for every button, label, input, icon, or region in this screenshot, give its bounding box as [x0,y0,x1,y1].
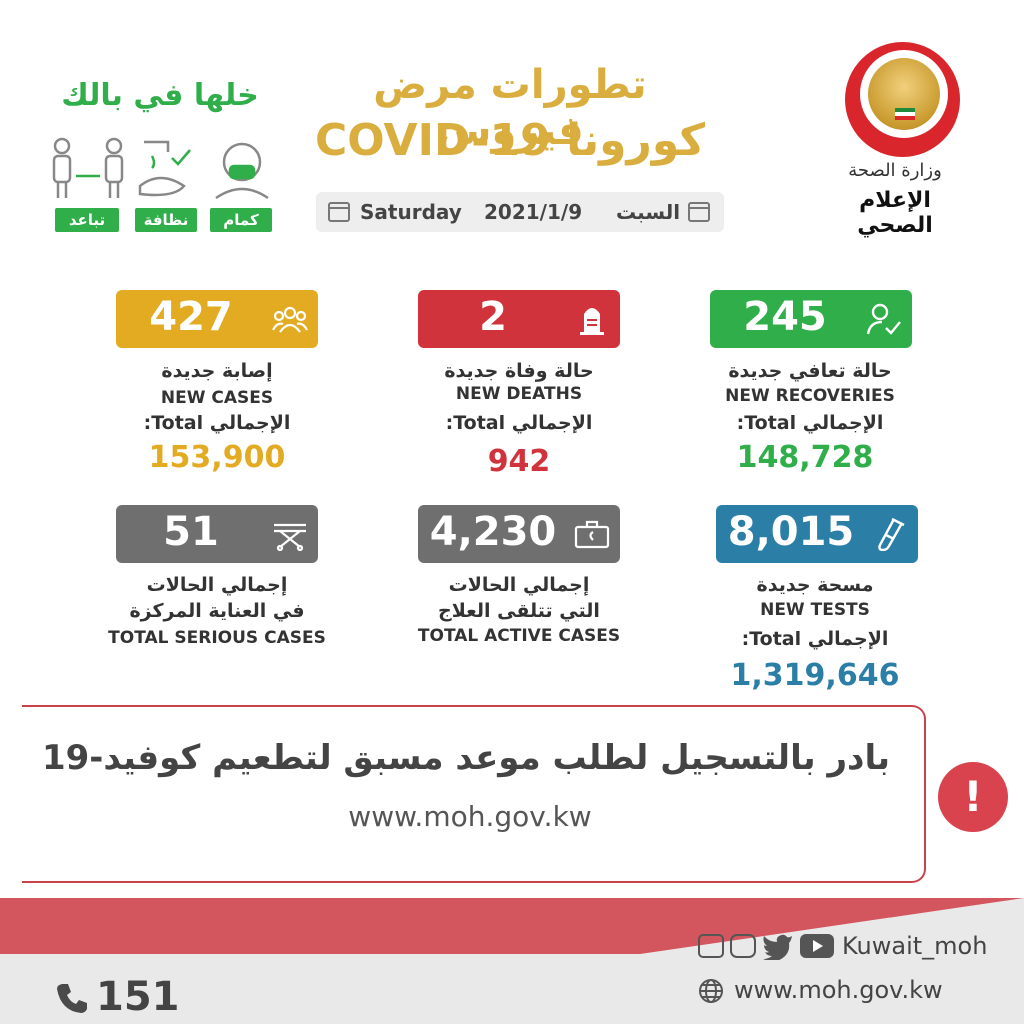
instagram-icon[interactable] [730,934,756,958]
youtube-icon[interactable] [800,934,834,958]
new-recoveries-value: 245 [743,294,827,340]
hotline-number[interactable]: 151 [96,974,180,1020]
new-recoveries-label-en: NEW RECOVERIES [725,386,895,406]
day-english: Saturday [360,200,462,224]
serious-cases-value: 51 [163,509,219,555]
new-recoveries-label-ar: حالة تعافي جديدة [728,360,892,382]
new-deaths-total: 942 [487,444,551,479]
day-arabic: السبت [616,200,681,224]
test-tube-icon [878,517,905,551]
medical-case-icon [574,520,610,549]
vaccination-message: بادر بالتسجيل لطلب موعد مسبق لتطعيم كوفي… [41,738,890,778]
people-group-icon [272,306,308,333]
new-tests-total-label: الإجمالي Total: [741,628,889,650]
active-cases-value: 4,230 [429,509,557,555]
new-recoveries-total-label: الإجمالي Total: [736,412,884,434]
exclamation-icon: ! [938,762,1008,832]
globe-icon [699,979,723,1003]
facebook-icon[interactable] [698,934,724,958]
tombstone-icon [580,308,604,335]
active-cases-box: 4,230 [418,505,620,563]
user-check-icon [866,303,901,335]
ministry-department: الإعلام الصحي [857,188,933,238]
vaccination-url[interactable]: www.moh.gov.kw [348,800,592,833]
new-cases-box: 427 [116,290,318,348]
serious-cases-label-ar2: في العناية المركزة [129,600,305,622]
serious-cases-box: 51 [116,505,318,563]
tag-distance: تباعد [55,208,119,232]
new-cases-total-label: الإجمالي Total: [143,412,291,434]
new-deaths-label-ar: حالة وفاة جديدة [444,360,594,382]
active-cases-label-ar1: إجمالي الحالات [448,574,590,596]
serious-cases-label-ar1: إجمالي الحالات [146,574,288,596]
new-deaths-total-label: الإجمالي Total: [445,412,593,434]
new-deaths-box: 2 [418,290,620,348]
social-handle[interactable]: Kuwait_moh [842,932,988,960]
new-tests-label-ar: مسحة جديدة [756,574,874,596]
calendar-icon [688,202,710,222]
tag-hygiene: نظافة [135,208,197,232]
awareness-icons [52,137,269,200]
vaccination-banner [22,705,926,883]
mask-icon [215,142,269,200]
date-value: 2021/1/9 [484,200,583,224]
twitter-icon[interactable] [762,932,794,960]
new-deaths-label-en: NEW DEATHS [455,384,583,404]
new-cases-label-ar: إصابة جديدة [161,360,273,382]
title-covid: كورونا COVID-19 [315,115,705,166]
phone-icon [57,984,87,1013]
distance-icon [52,137,124,198]
new-recoveries-box: 245 [710,290,912,348]
title-arabic: تطورات مرض فيروس [373,62,647,154]
stretcher-icon [274,523,306,551]
date-bar: Saturday 2021/1/9 السبت [316,192,724,232]
calendar-icon [328,202,350,222]
awareness-slogan: خلها في بالك [61,78,259,113]
hand-wash-icon [138,140,191,197]
new-recoveries-total: 148,728 [736,440,874,475]
new-cases-label-en: NEW CASES [160,388,274,408]
serious-cases-label-en: TOTAL SERIOUS CASES [108,628,326,648]
footer [0,898,1024,1024]
active-cases-label-en: TOTAL ACTIVE CASES [417,626,621,646]
new-cases-value: 427 [149,294,233,340]
new-cases-total: 153,900 [148,440,286,475]
footer-website[interactable]: www.moh.gov.kw [734,976,943,1004]
active-cases-label-ar2: التي تتلقى العلاج [438,600,600,622]
new-tests-label-en: NEW TESTS [760,600,870,620]
kuwait-flag-icon [895,108,915,120]
new-deaths-value: 2 [479,294,507,340]
new-tests-total: 1,319,646 [730,658,900,693]
new-tests-box: 8,015 [716,505,918,563]
new-tests-value: 8,015 [727,509,855,555]
tag-mask: كمام [210,208,272,232]
ministry-name: وزارة الصحة [848,160,942,181]
